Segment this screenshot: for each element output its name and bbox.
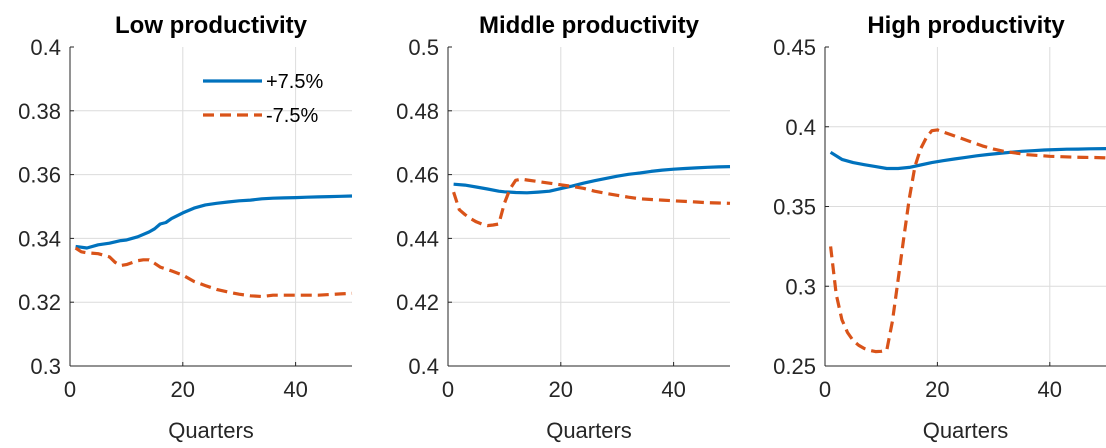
x-tick-label: 40	[283, 377, 307, 402]
y-tick-label: 0.3	[785, 274, 816, 299]
panel-2: 0.4 0.42 0.44 0.46 0.48 0.5 0 20 40 Quarters Middl…	[396, 12, 731, 443]
y-tick-label: 0.35	[773, 195, 816, 220]
x-tick-label: 0	[64, 377, 76, 402]
x-tick-label: 40	[1038, 377, 1062, 402]
y-tick-label: 0.3	[30, 354, 61, 379]
x-axis-label: Quarters	[923, 418, 1009, 443]
x-axis-label: Quarters	[546, 418, 632, 443]
series-line-minus	[74, 246, 353, 299]
x-tick-label: 20	[171, 377, 195, 402]
y-tick-label: 0.45	[773, 35, 816, 60]
x-tick-label: 0	[442, 377, 454, 402]
series-line-plus	[829, 147, 1106, 171]
y-tick-label: 0.25	[773, 354, 816, 379]
panel-title: Low productivity	[115, 12, 308, 39]
x-tick-label: 20	[549, 377, 573, 402]
y-tick-label: 0.34	[18, 226, 61, 251]
x-tick-label: 0	[819, 377, 831, 402]
y-tick-label: 0.4	[30, 35, 61, 60]
x-tick-label: 40	[661, 377, 685, 402]
series-line-plus	[453, 165, 731, 195]
legend: +7.5% -7.5%	[203, 71, 323, 127]
legend-label-plus: +7.5%	[266, 71, 323, 93]
y-tick-label: 0.36	[18, 163, 61, 188]
y-tick-label: 0.42	[396, 290, 439, 315]
y-tick-label: 0.48	[396, 99, 439, 124]
y-tick-label: 0.44	[396, 226, 439, 251]
plot-area	[70, 47, 352, 366]
series-line-minus	[829, 128, 1106, 354]
panel-1: 0.3 0.32 0.34 0.36 0.38 0.4 0 20 40 Quarters Low p…	[18, 12, 353, 443]
y-tick-label: 0.4	[408, 354, 439, 379]
x-tick-label: 20	[925, 377, 949, 402]
plot-area	[448, 47, 730, 366]
panel-title: Middle productivity	[479, 12, 700, 39]
legend-label-minus: -7.5%	[266, 105, 318, 127]
series-line-plus	[75, 194, 353, 250]
y-tick-label: 0.32	[18, 290, 61, 315]
y-tick-label: 0.46	[396, 163, 439, 188]
x-axis-label: Quarters	[168, 418, 254, 443]
y-tick-label: 0.5	[408, 35, 439, 60]
panel-title: High productivity	[867, 12, 1065, 39]
panel-3: 0.25 0.3 0.35 0.4 0.45 0 20 40 Quarters High prod…	[773, 12, 1106, 443]
y-tick-label: 0.4	[785, 115, 816, 140]
y-tick-label: 0.38	[18, 99, 61, 124]
